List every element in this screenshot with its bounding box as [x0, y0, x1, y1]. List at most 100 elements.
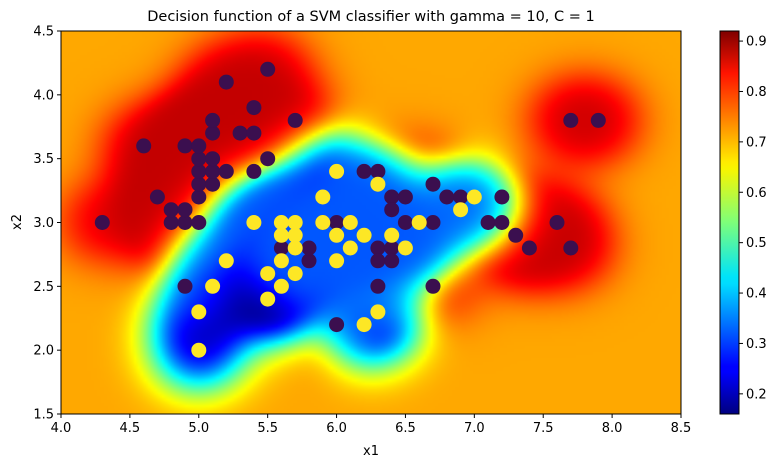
data-point-class-0	[287, 112, 303, 128]
data-point-class-0	[397, 189, 413, 205]
data-point-class-1	[329, 163, 345, 179]
data-point-class-1	[384, 227, 400, 243]
y-tick-label: 3.5	[33, 152, 54, 167]
data-point-class-0	[191, 215, 207, 230]
colorbar-tick-label: 0.4	[746, 287, 767, 302]
data-point-class-0	[246, 100, 262, 116]
data-point-class-1	[329, 253, 345, 269]
x-tick-label: 8.5	[671, 421, 692, 436]
data-point-class-0	[563, 240, 579, 256]
data-point-class-1	[218, 253, 234, 269]
x-tick-label: 6.0	[326, 421, 347, 436]
y-tick-label: 2.0	[33, 344, 54, 359]
data-point-class-0	[329, 317, 345, 333]
data-point-class-0	[273, 240, 289, 256]
data-point-class-0	[205, 151, 221, 167]
data-point-class-0	[370, 240, 386, 256]
x-tick-label: 4.5	[120, 421, 141, 436]
data-point-class-0	[590, 112, 606, 128]
data-point-class-0	[191, 151, 207, 167]
x-tick-label: 5.5	[257, 421, 278, 436]
data-point-class-0	[177, 215, 193, 230]
data-point-class-0	[508, 227, 524, 243]
colorbar-tick-label: 0.7	[746, 135, 767, 150]
data-point-class-0	[177, 138, 193, 154]
data-point-class-1	[370, 176, 386, 192]
data-point-class-1	[356, 227, 372, 243]
data-point-class-1	[342, 240, 358, 256]
data-point-class-1	[397, 240, 413, 256]
data-point-class-1	[315, 215, 331, 230]
x-axis-label: x1	[363, 444, 379, 459]
y-tick-label: 2.5	[33, 280, 54, 295]
data-point-class-0	[425, 278, 441, 294]
data-point-class-0	[191, 176, 207, 192]
x-tick-label: 5.0	[188, 421, 209, 436]
data-point-class-0	[232, 125, 248, 141]
data-point-class-1	[273, 253, 289, 269]
data-point-class-1	[466, 189, 482, 205]
y-tick-label: 1.5	[33, 408, 54, 423]
data-point-class-0	[94, 215, 110, 230]
data-point-class-0	[549, 215, 565, 230]
data-point-class-1	[287, 240, 303, 256]
x-tick-label: 6.5	[395, 421, 416, 436]
data-point-class-0	[177, 202, 193, 218]
data-point-class-0	[191, 189, 207, 205]
colorbar-ticks: 0.2 0.3 0.4 0.5 0.6 0.7 0.8 0.9	[739, 35, 767, 402]
data-point-class-0	[177, 278, 193, 294]
data-point-class-1	[246, 215, 262, 230]
data-points	[94, 61, 606, 358]
data-point-class-0	[218, 74, 234, 90]
data-point-class-0	[370, 163, 386, 179]
data-point-class-0	[356, 163, 372, 179]
decision-function-heatmap	[61, 31, 681, 414]
x-tick-label: 8.0	[602, 421, 623, 436]
data-point-class-0	[384, 253, 400, 269]
data-point-class-0	[384, 202, 400, 218]
data-point-class-0	[370, 278, 386, 294]
colorbar-tick-label: 0.2	[746, 387, 767, 402]
data-point-class-1	[191, 342, 207, 358]
x-tick-label: 7.0	[464, 421, 485, 436]
x-axis: 4.0 4.5 5.0 5.5 6.0 6.5 7.0 7.5 8.0 8.5	[51, 414, 692, 436]
colorbar-tick-label: 0.3	[746, 337, 767, 352]
data-point-class-0	[397, 215, 413, 230]
data-point-class-0	[205, 125, 221, 141]
x-tick-label: 4.0	[51, 421, 72, 436]
data-point-class-0	[205, 163, 221, 179]
data-point-class-1	[329, 227, 345, 243]
data-point-class-0	[260, 61, 276, 77]
y-axis-label: x2	[10, 214, 25, 230]
data-point-class-0	[521, 240, 537, 256]
data-point-class-0	[163, 215, 179, 230]
y-tick-label: 4.5	[33, 25, 54, 40]
data-point-class-0	[301, 240, 317, 256]
data-point-class-0	[205, 112, 221, 128]
data-point-class-0	[453, 189, 469, 205]
data-point-class-1	[370, 304, 386, 320]
data-point-class-1	[205, 278, 221, 294]
data-point-class-1	[191, 304, 207, 320]
data-point-class-0	[191, 163, 207, 179]
data-point-class-0	[205, 176, 221, 192]
data-point-class-0	[301, 253, 317, 269]
data-point-class-1	[453, 202, 469, 218]
data-point-class-0	[329, 215, 345, 230]
data-point-class-0	[425, 215, 441, 230]
y-axis: 1.5 2.0 2.5 3.0 3.5 4.0 4.5	[33, 25, 61, 423]
data-point-class-0	[439, 189, 455, 205]
data-point-class-0	[149, 189, 165, 205]
data-point-class-0	[246, 163, 262, 179]
colorbar-tick-label: 0.8	[746, 85, 767, 100]
data-point-class-1	[273, 215, 289, 230]
data-point-class-0	[384, 240, 400, 256]
data-point-class-0	[494, 215, 510, 230]
data-point-class-0	[494, 189, 510, 205]
y-tick-label: 4.0	[33, 88, 54, 103]
colorbar-tick-label: 0.5	[746, 236, 767, 251]
data-point-class-0	[370, 253, 386, 269]
colorbar-tick-label: 0.6	[746, 186, 767, 201]
data-point-class-1	[260, 266, 276, 282]
